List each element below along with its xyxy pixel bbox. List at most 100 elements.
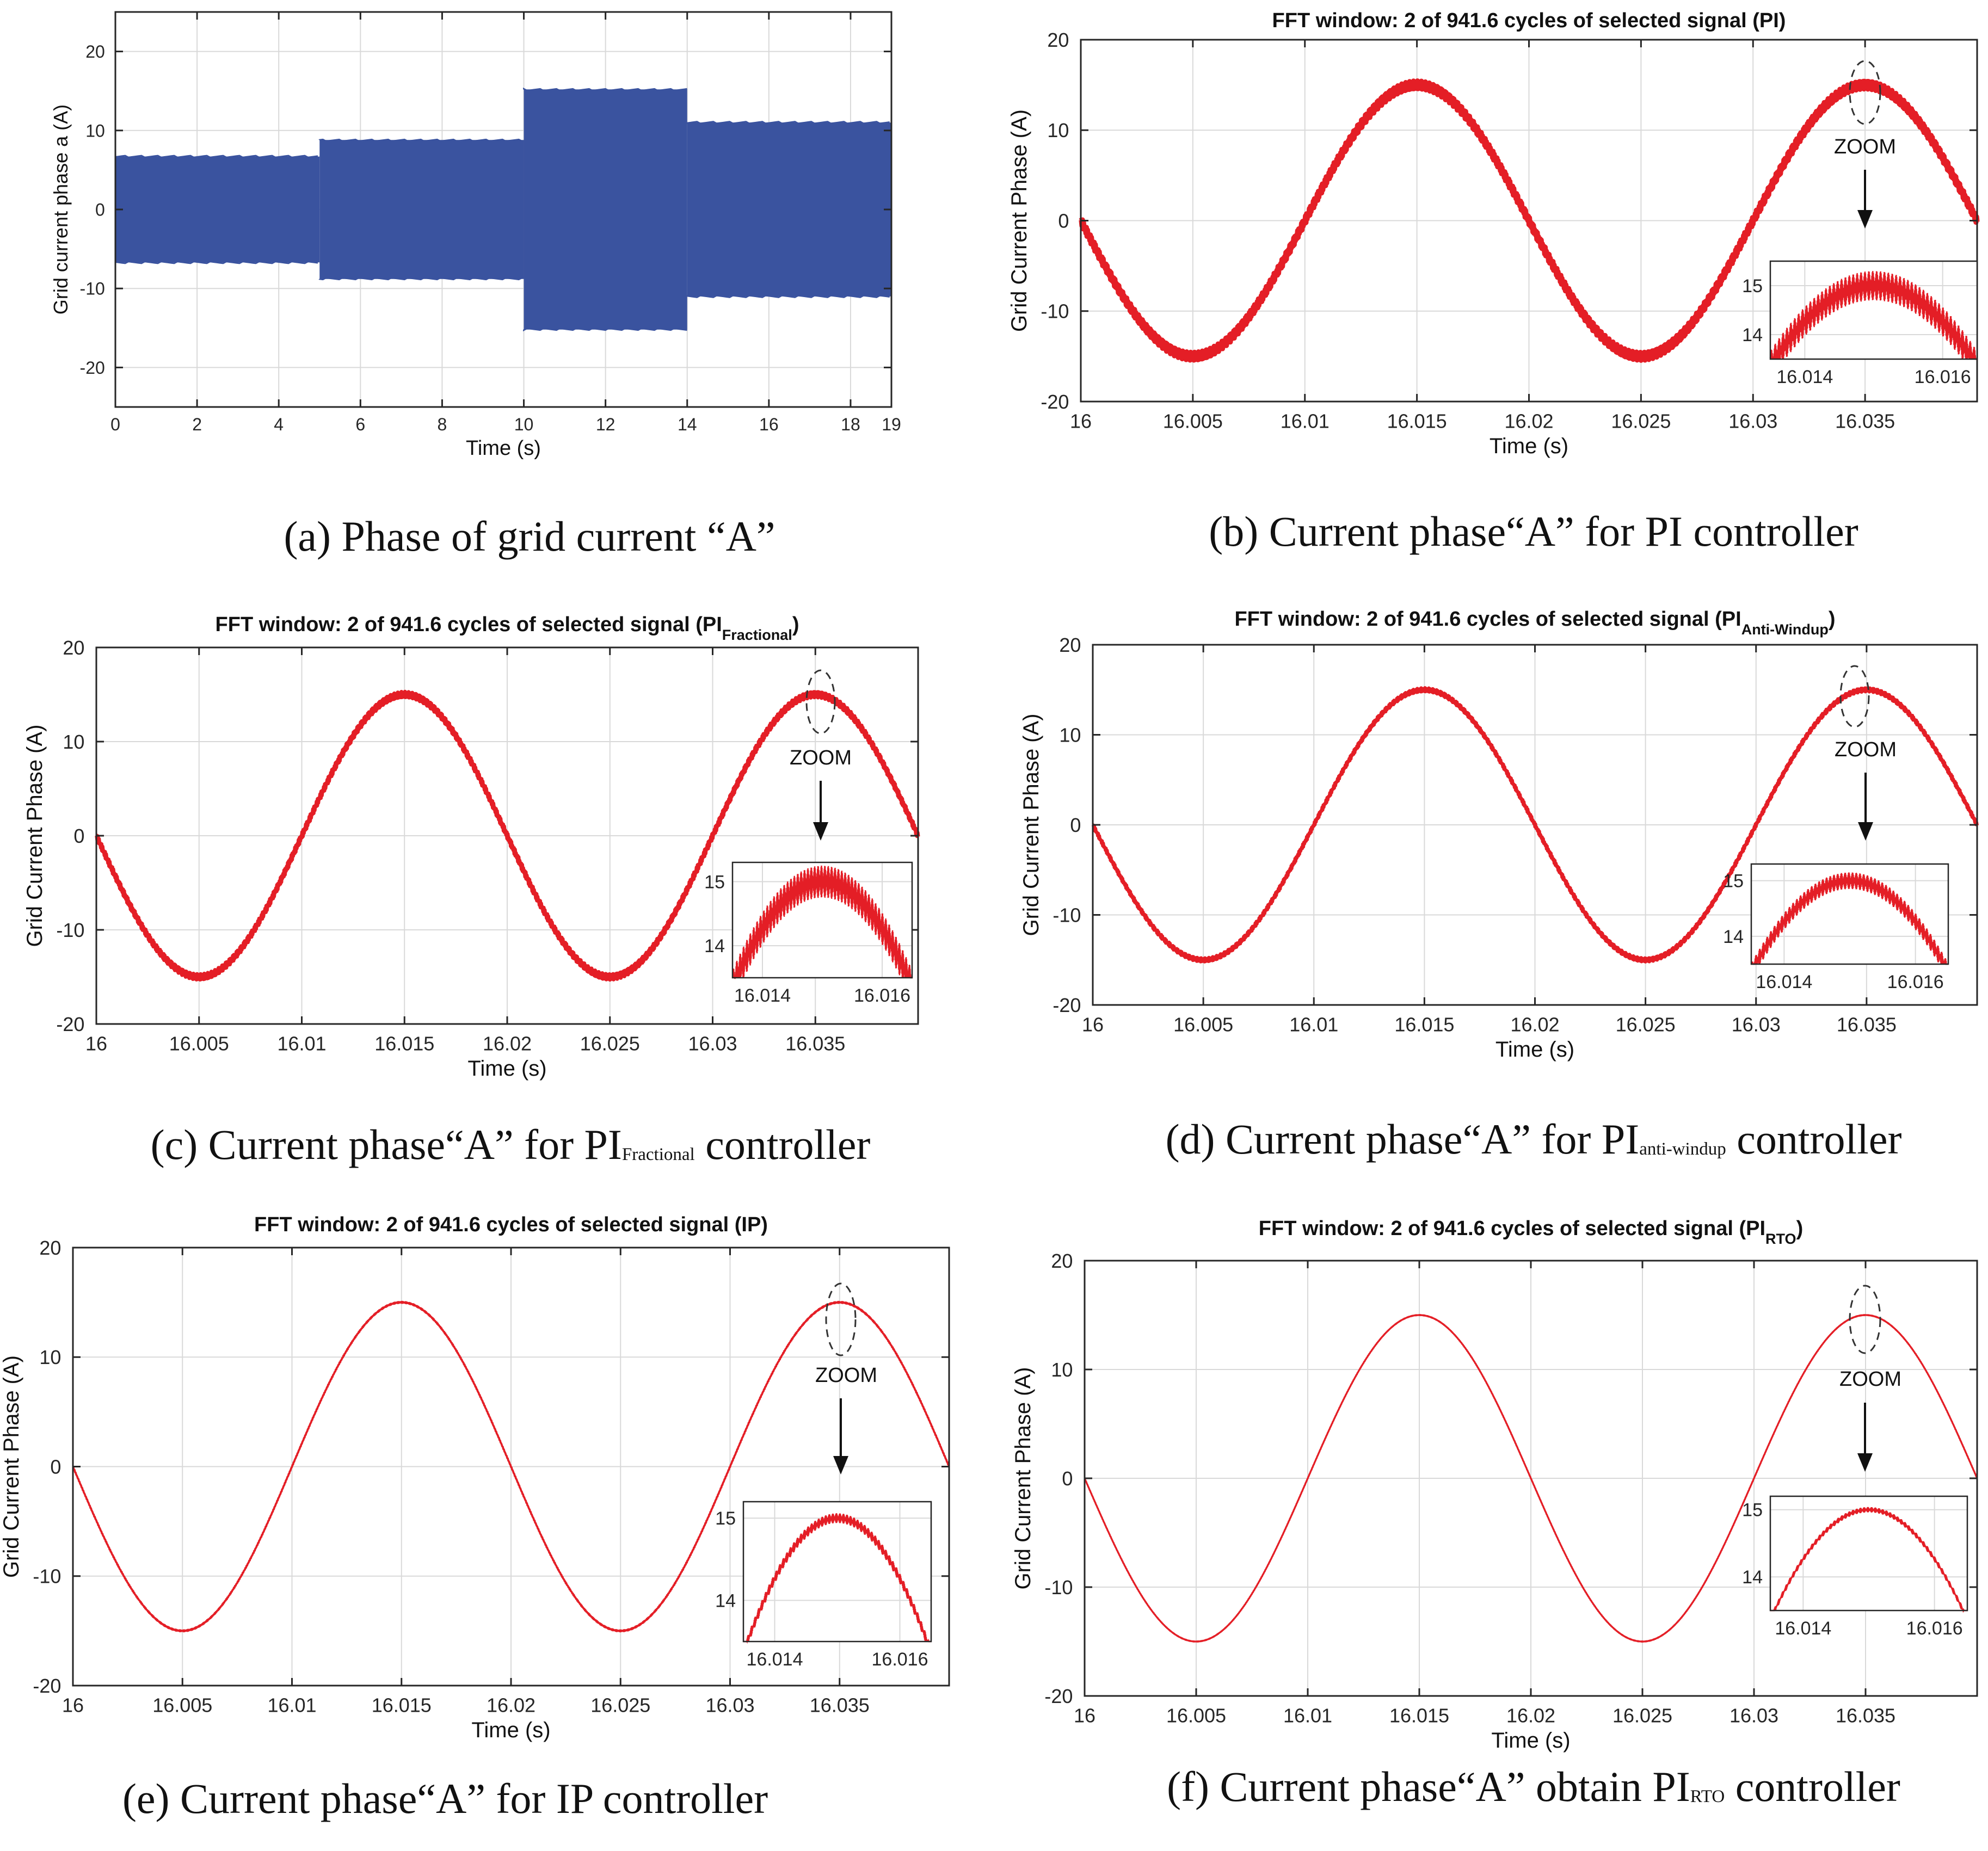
a-xtick-label: 12 xyxy=(596,415,616,434)
f-y-axis-label: Grid Current Phase (A) xyxy=(1011,1367,1035,1589)
a-xtick-label: 4 xyxy=(274,415,284,434)
e-xtick-label: 16.035 xyxy=(810,1694,870,1717)
d-xtick-label: 16.02 xyxy=(1510,1014,1559,1036)
f-current-series-line xyxy=(1084,1313,1978,1643)
f-chart-title-part: RTO xyxy=(1765,1231,1796,1247)
b-xtick-label: 16.025 xyxy=(1611,410,1671,433)
c-inset-ytick-label: 15 xyxy=(704,872,725,892)
b-xtick-label: 16.005 xyxy=(1163,410,1223,433)
d-ytick-label: -20 xyxy=(1053,994,1081,1016)
c-ytick-label: 10 xyxy=(63,731,84,753)
c-current-series-line xyxy=(95,689,920,982)
b-x-axis-label: Time (s) xyxy=(1490,434,1568,458)
d-caption-part: (d) Current phase“A” for PI xyxy=(1166,1115,1640,1163)
c-xtick-label: 16 xyxy=(85,1033,107,1055)
e-inset-ytick-label: 15 xyxy=(715,1508,736,1529)
d-zoom-label: ZOOM xyxy=(1835,738,1897,761)
e-xtick-label: 16.015 xyxy=(372,1694,432,1717)
e-ytick-label: 20 xyxy=(39,1237,61,1259)
c-caption: (c) Current phase“A” for PIFractional co… xyxy=(151,1121,871,1168)
d-ytick-label: 10 xyxy=(1059,724,1081,746)
b-inset-series-line xyxy=(1769,271,1978,360)
e-ytick-label: 0 xyxy=(50,1455,61,1478)
d-ytick-label: 20 xyxy=(1059,634,1081,656)
e-inset-xtick-label: 16.016 xyxy=(872,1649,928,1670)
e-inset-ytick-label: 14 xyxy=(715,1590,736,1611)
f-ytick-label: 20 xyxy=(1051,1250,1073,1272)
c-xtick-label: 16.035 xyxy=(785,1033,845,1055)
b-inset-frame xyxy=(1769,260,1978,360)
e-ytick-label: 10 xyxy=(39,1346,61,1368)
f-zoom-ellipse xyxy=(1849,1285,1881,1354)
d-caption-part: controller xyxy=(1726,1115,1902,1163)
d-inset-series-line xyxy=(1751,872,1948,965)
b-ytick-label: 0 xyxy=(1058,209,1069,232)
panel-e: 16 16.005 16.01 16.015 16.02 16.025 16.03 16.03… xyxy=(0,1213,950,1822)
b-ytick-label: -10 xyxy=(1041,300,1069,323)
c-ytick-label: -10 xyxy=(56,919,84,941)
f-caption-part: controller xyxy=(1725,1763,1900,1810)
b-xtick-label: 16.03 xyxy=(1728,410,1777,433)
a-segment-top-edge-3 xyxy=(686,121,890,125)
f-x-axis-label: Time (s) xyxy=(1491,1729,1570,1753)
c-chart-title-part: FFT window: 2 of 941.6 cycles of selecte… xyxy=(216,613,722,636)
c-caption-part: Fractional xyxy=(622,1145,695,1164)
c-ytick-label: 20 xyxy=(63,637,84,659)
a-xtick-label: 16 xyxy=(759,415,779,434)
f-inset-xtick-label: 16.016 xyxy=(1906,1618,1963,1639)
e-xtick-label: 16 xyxy=(62,1694,84,1717)
f-zoom-label: ZOOM xyxy=(1839,1368,1901,1391)
e-xtick-label: 16.03 xyxy=(705,1694,754,1717)
d-inset-ytick-label: 14 xyxy=(1723,927,1744,947)
f-caption-part: RTO xyxy=(1690,1787,1725,1806)
a-current-segment-0 xyxy=(115,156,320,263)
c-x-axis-label: Time (s) xyxy=(467,1057,546,1081)
c-xtick-label: 16.005 xyxy=(169,1033,229,1055)
d-ytick-label: -10 xyxy=(1053,904,1081,926)
a-xtick-label: 19 xyxy=(882,415,901,434)
f-xtick-label: 16.01 xyxy=(1283,1705,1332,1727)
b-xtick-label: 16.01 xyxy=(1281,410,1330,433)
a-ytick-label: -10 xyxy=(80,279,105,299)
d-zoom-arrow-head xyxy=(1858,822,1873,841)
c-zoom-ellipse xyxy=(805,669,836,735)
a-current-segment-2 xyxy=(524,89,687,330)
a-xtick-label: 0 xyxy=(110,415,120,434)
d-x-axis-label: Time (s) xyxy=(1495,1038,1574,1062)
e-y-axis-label: Grid Current Phase (A) xyxy=(0,1355,23,1578)
c-zoom-label: ZOOM xyxy=(790,746,852,769)
b-ytick-label: -20 xyxy=(1041,391,1069,413)
a-segment-top-edge-1 xyxy=(318,138,522,143)
b-inset-xtick-label: 16.014 xyxy=(1776,367,1833,387)
c-y-axis-label: Grid Current Phase (A) xyxy=(23,724,47,947)
a-segment-bottom-edge-0 xyxy=(114,261,318,264)
b-xtick-label: 16.015 xyxy=(1387,410,1447,433)
b-chart-title: FFT window: 2 of 941.6 cycles of selecte… xyxy=(1272,9,1786,32)
e-chart-title: FFT window: 2 of 941.6 cycles of selecte… xyxy=(254,1213,768,1236)
e-inset-frame xyxy=(742,1501,932,1643)
d-ytick-label: 0 xyxy=(1070,814,1081,836)
f-xtick-label: 16.005 xyxy=(1166,1705,1226,1727)
a-xtick-label: 14 xyxy=(678,415,697,434)
b-zoom-ellipse xyxy=(1849,60,1881,125)
d-xtick-label: 16.035 xyxy=(1837,1014,1897,1036)
a-segment-bottom-edge-1 xyxy=(318,276,522,281)
f-xtick-label: 16.025 xyxy=(1612,1705,1672,1727)
e-ytick-label: -10 xyxy=(33,1565,61,1588)
f-chart-title-part: ) xyxy=(1796,1217,1804,1240)
a-xtick-label: 10 xyxy=(514,415,534,434)
e-chart-title-part: FFT window: 2 of 941.6 cycles of selecte… xyxy=(254,1213,768,1236)
f-inset-ytick-label: 15 xyxy=(1742,1500,1763,1521)
a-xtick-label: 2 xyxy=(192,415,202,434)
d-xtick-label: 16.025 xyxy=(1616,1014,1676,1036)
d-chart-title-part: ) xyxy=(1829,608,1836,631)
b-xtick-label: 16.02 xyxy=(1504,410,1553,433)
f-ytick-label: -20 xyxy=(1044,1685,1073,1707)
a-segment-top-edge-2 xyxy=(523,87,687,92)
d-xtick-label: 16.005 xyxy=(1173,1014,1233,1036)
d-caption-part: anti-windup xyxy=(1639,1139,1726,1159)
f-caption: (f) Current phase“A” obtain PIRTO contro… xyxy=(1167,1763,1900,1810)
a-ytick-label: 10 xyxy=(85,121,105,140)
c-inset-ytick-label: 14 xyxy=(704,936,725,957)
